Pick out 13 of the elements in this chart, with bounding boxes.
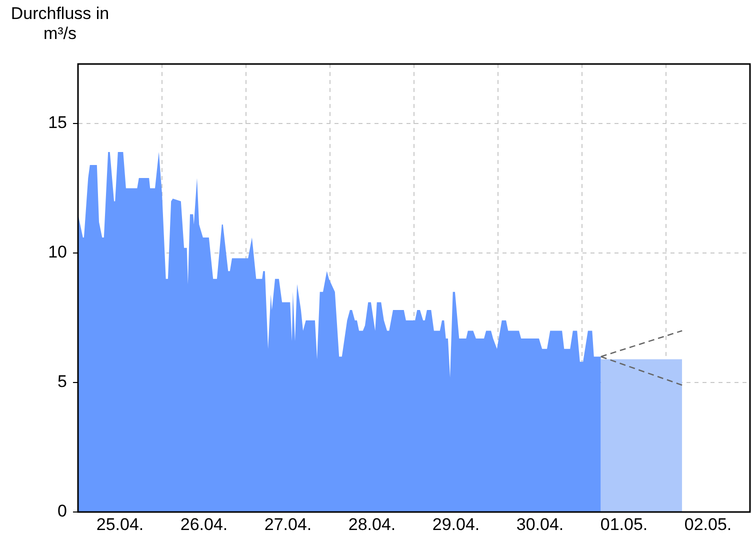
x-tick-label: 25.04. xyxy=(96,514,144,534)
y-axis-title: Durchfluss in m³/s xyxy=(10,4,110,44)
x-tick-label: 02.05. xyxy=(684,514,732,534)
x-tick-label: 29.04. xyxy=(432,514,480,534)
y-tick-label: 10 xyxy=(48,242,67,262)
y-tick-label: 0 xyxy=(58,502,67,521)
x-tick-label: 26.04. xyxy=(180,514,228,534)
x-tick-label: 27.04. xyxy=(264,514,312,534)
y-tick-label: 15 xyxy=(48,113,67,132)
x-tick-label: 28.04. xyxy=(348,514,396,534)
x-tick-label: 01.05. xyxy=(600,514,648,534)
x-tick-label: 30.04. xyxy=(516,514,564,534)
y-tick-label: 5 xyxy=(58,372,67,392)
